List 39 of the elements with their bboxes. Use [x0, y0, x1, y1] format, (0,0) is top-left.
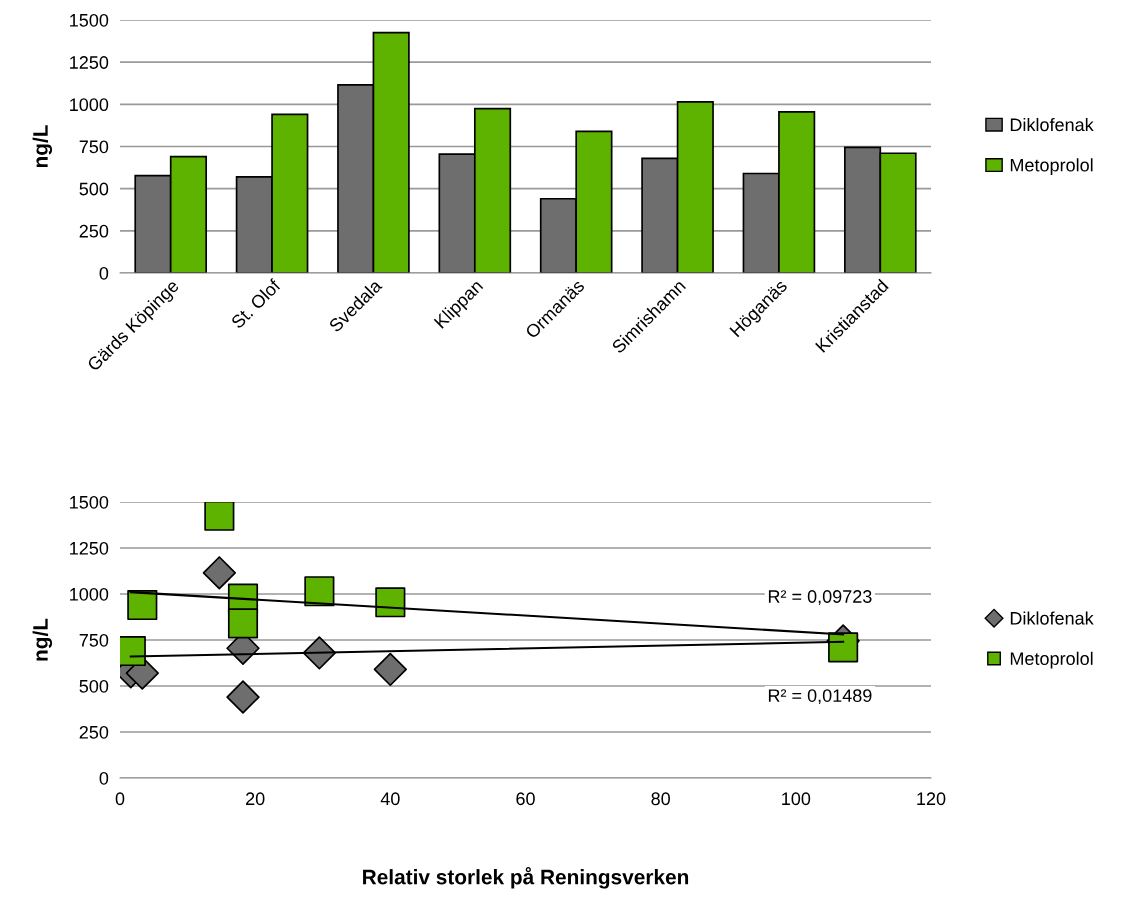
- y-tick-label: 1250: [70, 541, 109, 555]
- legend-label: Metoprolol: [1010, 158, 1093, 176]
- y-tick-label: 0: [99, 266, 109, 280]
- x-tick-label: 120: [917, 792, 946, 806]
- x-axis-title: Relativ storlek på Reningsverken: [363, 867, 689, 889]
- y-tick-label: 250: [79, 224, 109, 238]
- point: [227, 608, 259, 639]
- y-axis-title: ng/L: [32, 125, 53, 168]
- point: [204, 502, 235, 531]
- y-tick-label: 1500: [70, 495, 109, 509]
- legend-label: Metoprolol: [1010, 651, 1093, 669]
- y-tick-label: 1500: [70, 13, 109, 27]
- x-tick-label: 60: [516, 792, 535, 806]
- point: [226, 680, 260, 714]
- point: [127, 589, 158, 621]
- point: [828, 632, 859, 663]
- y-tick-label: 750: [79, 633, 109, 647]
- annotation: R² = 0,09723: [768, 590, 872, 606]
- y-tick-label: 0: [99, 771, 109, 785]
- point: [375, 587, 406, 618]
- y-axis-title: ng/L: [32, 618, 53, 661]
- x-tick-label: 40: [380, 792, 400, 806]
- x-tick-label: 20: [246, 792, 265, 806]
- y-tick-label: 500: [79, 182, 109, 196]
- y-tick-label: 1000: [70, 587, 109, 601]
- legend-label: Diklofenak: [1010, 117, 1094, 132]
- y-tick-label: 1000: [70, 98, 109, 112]
- y-tick-label: 250: [79, 725, 109, 739]
- y-tick-label: 1250: [70, 56, 109, 69]
- x-tick-label: 0: [115, 792, 125, 806]
- y-tick-label: 500: [79, 679, 109, 693]
- y-tick-label: 750: [79, 140, 109, 154]
- x-tick-label: 100: [782, 792, 811, 806]
- point: [202, 556, 237, 590]
- point: [373, 652, 408, 687]
- x-tick-label: St. Olof: [230, 277, 282, 330]
- x-tick-label: 80: [651, 792, 670, 806]
- annotation: R² = 0,01489: [768, 689, 872, 705]
- legend-label: Diklofenak: [1010, 611, 1094, 625]
